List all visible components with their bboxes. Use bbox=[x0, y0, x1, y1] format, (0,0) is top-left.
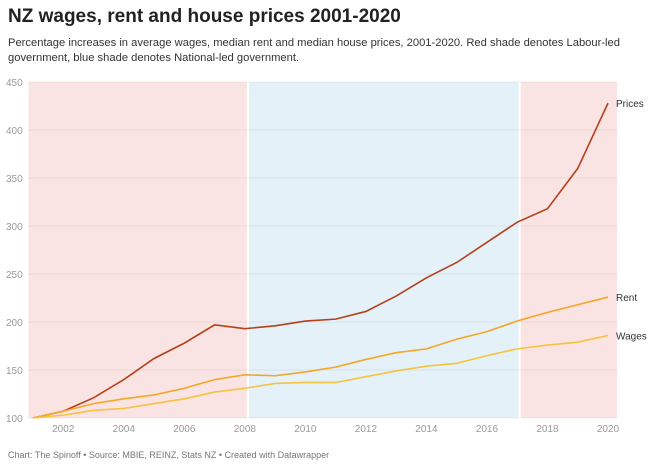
x-tick-label: 2004 bbox=[113, 424, 136, 435]
series-line-wages bbox=[32, 334, 609, 419]
y-tick-label: 250 bbox=[6, 270, 23, 281]
chart-title: NZ wages, rent and house prices 2001-202… bbox=[8, 6, 401, 27]
series-label-prices: Prices bbox=[616, 99, 644, 110]
series-line-rent bbox=[32, 296, 609, 419]
series-label-wages: Wages bbox=[616, 331, 647, 342]
series-line-prices bbox=[32, 102, 609, 419]
x-tick-label: 2016 bbox=[476, 424, 499, 435]
x-tick-label: 2006 bbox=[173, 424, 196, 435]
chart-subtitle: Percentage increases in average wages, m… bbox=[8, 37, 620, 64]
chart-footer: Chart: The Spinoff • Source: MBIE, REINZ… bbox=[8, 450, 330, 460]
y-tick-label: 450 bbox=[6, 78, 23, 89]
series-label-rent: Rent bbox=[616, 293, 637, 304]
x-tick-label: 2012 bbox=[355, 424, 378, 435]
x-tick-label: 2010 bbox=[294, 424, 317, 435]
x-tick-label: 2002 bbox=[52, 424, 75, 435]
x-tick-label: 2014 bbox=[415, 424, 438, 435]
shade-labour-led-2 bbox=[519, 82, 618, 418]
y-tick-label: 200 bbox=[6, 318, 23, 329]
x-tick-label: 2018 bbox=[536, 424, 559, 435]
y-tick-label: 150 bbox=[6, 366, 23, 377]
shade-national-led-1 bbox=[247, 82, 520, 418]
y-tick-label: 300 bbox=[6, 222, 23, 233]
x-tick-label: 2020 bbox=[597, 424, 620, 435]
y-tick-label: 100 bbox=[6, 414, 23, 425]
y-tick-label: 400 bbox=[6, 126, 23, 137]
shade-labour-led-0 bbox=[28, 82, 248, 418]
y-tick-label: 350 bbox=[6, 174, 23, 185]
x-tick-label: 2008 bbox=[234, 424, 257, 435]
